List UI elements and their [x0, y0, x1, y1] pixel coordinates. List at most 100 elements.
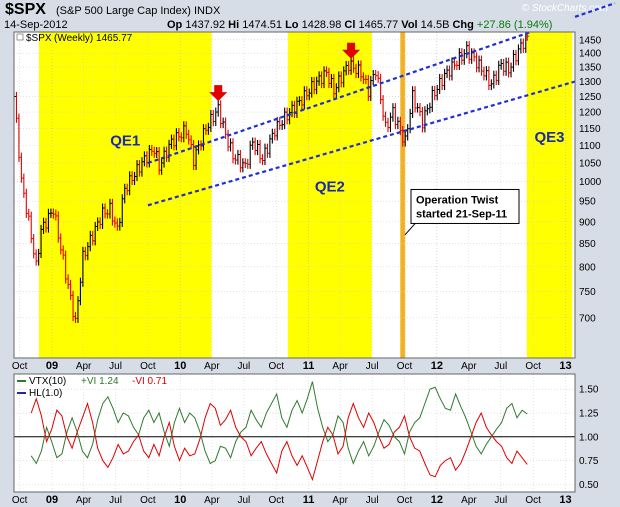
price-tick-label: 1200	[579, 108, 602, 119]
price-tick-label: 950	[579, 197, 596, 208]
low-label: Lo	[285, 19, 299, 31]
indicator-time-tick-label: Oct	[140, 495, 156, 506]
price-tick-label: 1050	[579, 159, 602, 170]
indicator-time-tick-label: Oct	[525, 495, 541, 506]
time-tick-label: Jul	[494, 361, 507, 372]
vi-plus-legend: +VI 1.24	[81, 376, 119, 387]
indicator-tick-label: 0.75	[579, 456, 599, 467]
channel-lines	[147, 32, 575, 207]
time-tick-label: Oct	[140, 361, 156, 372]
indicator-time-tick-label: Apr	[461, 495, 477, 506]
price-tick-label: 1400	[579, 49, 602, 60]
high-value: 1474.51	[242, 19, 282, 31]
annotation-box	[410, 188, 520, 224]
indicator-time-tick-label: Jul	[494, 495, 507, 506]
change-value: +27.86 (1.94%)	[476, 19, 553, 31]
symbol-title: $SPX	[5, 1, 46, 18]
quote-line: Op 1437.92 Hi 1474.51 Lo 1428.98 Cl 1465…	[167, 19, 552, 31]
hl-legend-label: HL(1.0)	[29, 388, 62, 399]
time-tick-label: Oct	[12, 361, 28, 372]
indicator-time-tick-label: Oct	[268, 495, 284, 506]
indicator-tick-label: 1.25	[579, 409, 599, 420]
operation-twist-band	[400, 32, 406, 358]
time-tick-label: Apr	[204, 361, 220, 372]
time-tick-label: Apr	[461, 361, 477, 372]
price-tick-label: 1150	[579, 124, 601, 135]
indicator-time-tick-label: Oct	[397, 495, 413, 506]
price-bars	[14, 32, 530, 323]
down-arrow-1	[209, 85, 228, 102]
indicator-time-tick-label: 11	[303, 494, 315, 506]
watermark: © StockCharts.com	[521, 3, 608, 14]
indicator-time-tick-label: 12	[431, 494, 443, 506]
qe-label-2: QE2	[315, 178, 345, 195]
indicator-time-tick-label: Jul	[109, 495, 122, 506]
qe-label-1: QE1	[110, 132, 140, 149]
time-tick-label: Oct	[397, 361, 413, 372]
price-legend-detail: (Weekly) 1465.77	[54, 33, 133, 44]
price-tick-label: 1100	[579, 141, 601, 152]
channel-line-1	[147, 32, 535, 165]
time-tick-label: Jul	[237, 361, 250, 372]
time-tick-label: Apr	[332, 361, 348, 372]
time-tick-label: 13	[559, 360, 571, 372]
quote-date: 14-Sep-2012	[4, 19, 68, 31]
annotation-line-2: started 21-Sep-11	[416, 208, 507, 220]
indicator-tick-label: 0.50	[579, 480, 599, 491]
indicator-tick-label: 1.50	[579, 385, 599, 396]
indicator-panel-bg	[14, 374, 575, 492]
channel-line-extension	[574, 2, 616, 18]
open-label: Op	[167, 19, 183, 31]
close-label: Cl	[344, 19, 356, 31]
price-tick-label: 750	[579, 287, 596, 298]
indicator-time-tick-label: 13	[559, 494, 571, 506]
down-arrow-2	[342, 42, 361, 59]
time-tick-label: Oct	[268, 361, 284, 372]
time-tick-label: 09	[46, 360, 58, 372]
indicator-panel-border	[13, 373, 576, 493]
time-tick-label: Oct	[525, 361, 541, 372]
price-tick-label: 850	[579, 239, 596, 250]
indicator-time-tick-label: 09	[46, 494, 58, 506]
volume-value: 14.5B	[420, 19, 450, 31]
price-tick-label: 1300	[579, 77, 602, 88]
indicator-time-tick-label: Apr	[76, 495, 92, 506]
price-panel-border	[13, 31, 576, 359]
qe-band-3	[526, 32, 573, 358]
qe-band-2	[287, 32, 372, 358]
indicator-time-tick-label: Jul	[366, 495, 379, 506]
price-tick-label: 1250	[579, 92, 602, 103]
indicator-legend: VTX(10) +VI 1.24 -VI 0.71 HL(1.0)	[17, 376, 167, 399]
price-legend-symbol: $SPX	[26, 33, 52, 44]
vi-plus-line	[30, 381, 528, 465]
high-label: Hi	[228, 19, 240, 31]
vi-minus-legend: -VI 0.71	[132, 376, 167, 387]
indicator-time-tick-label: 10	[174, 494, 186, 506]
price-tick-label: 1000	[579, 177, 602, 188]
low-value: 1428.98	[301, 19, 342, 31]
indicator-tick-label: 1.00	[579, 432, 599, 443]
indicator-time-tick-label: Apr	[204, 495, 220, 506]
price-tick-label: 1450	[579, 35, 602, 46]
indicator-panel: VTX(10) +VI 1.24 -VI 0.71 HL(1.0) 0.50 0.75 1.…	[12, 373, 599, 506]
indicator-time-tick-label: Jul	[237, 495, 250, 506]
annotation-line-1: Operation Twist	[416, 194, 499, 206]
time-tick-label: 12	[431, 360, 443, 372]
change-label: Chg	[452, 19, 474, 31]
vtx-legend-label: VTX(10)	[29, 376, 66, 387]
legend-checkbox-icon	[16, 33, 24, 41]
time-tick-label: Jul	[366, 361, 379, 372]
vi-minus-line	[30, 397, 528, 482]
volume-label: Vol	[401, 19, 418, 31]
price-tick-label: 700	[579, 313, 596, 324]
price-panel: QE1 QE2 QE3 Operation Twist started 21-Sep-1…	[12, 2, 616, 372]
price-tick-label: 900	[579, 217, 596, 228]
time-tick-label: 10	[174, 360, 186, 372]
indicator-time-tick-label: Oct	[12, 495, 28, 506]
price-tick-label: 1350	[579, 63, 602, 74]
time-tick-label: Apr	[76, 361, 92, 372]
open-value: 1437.92	[185, 19, 226, 31]
symbol-description: (S&P 500 Large Cap Index) INDX	[56, 5, 221, 17]
